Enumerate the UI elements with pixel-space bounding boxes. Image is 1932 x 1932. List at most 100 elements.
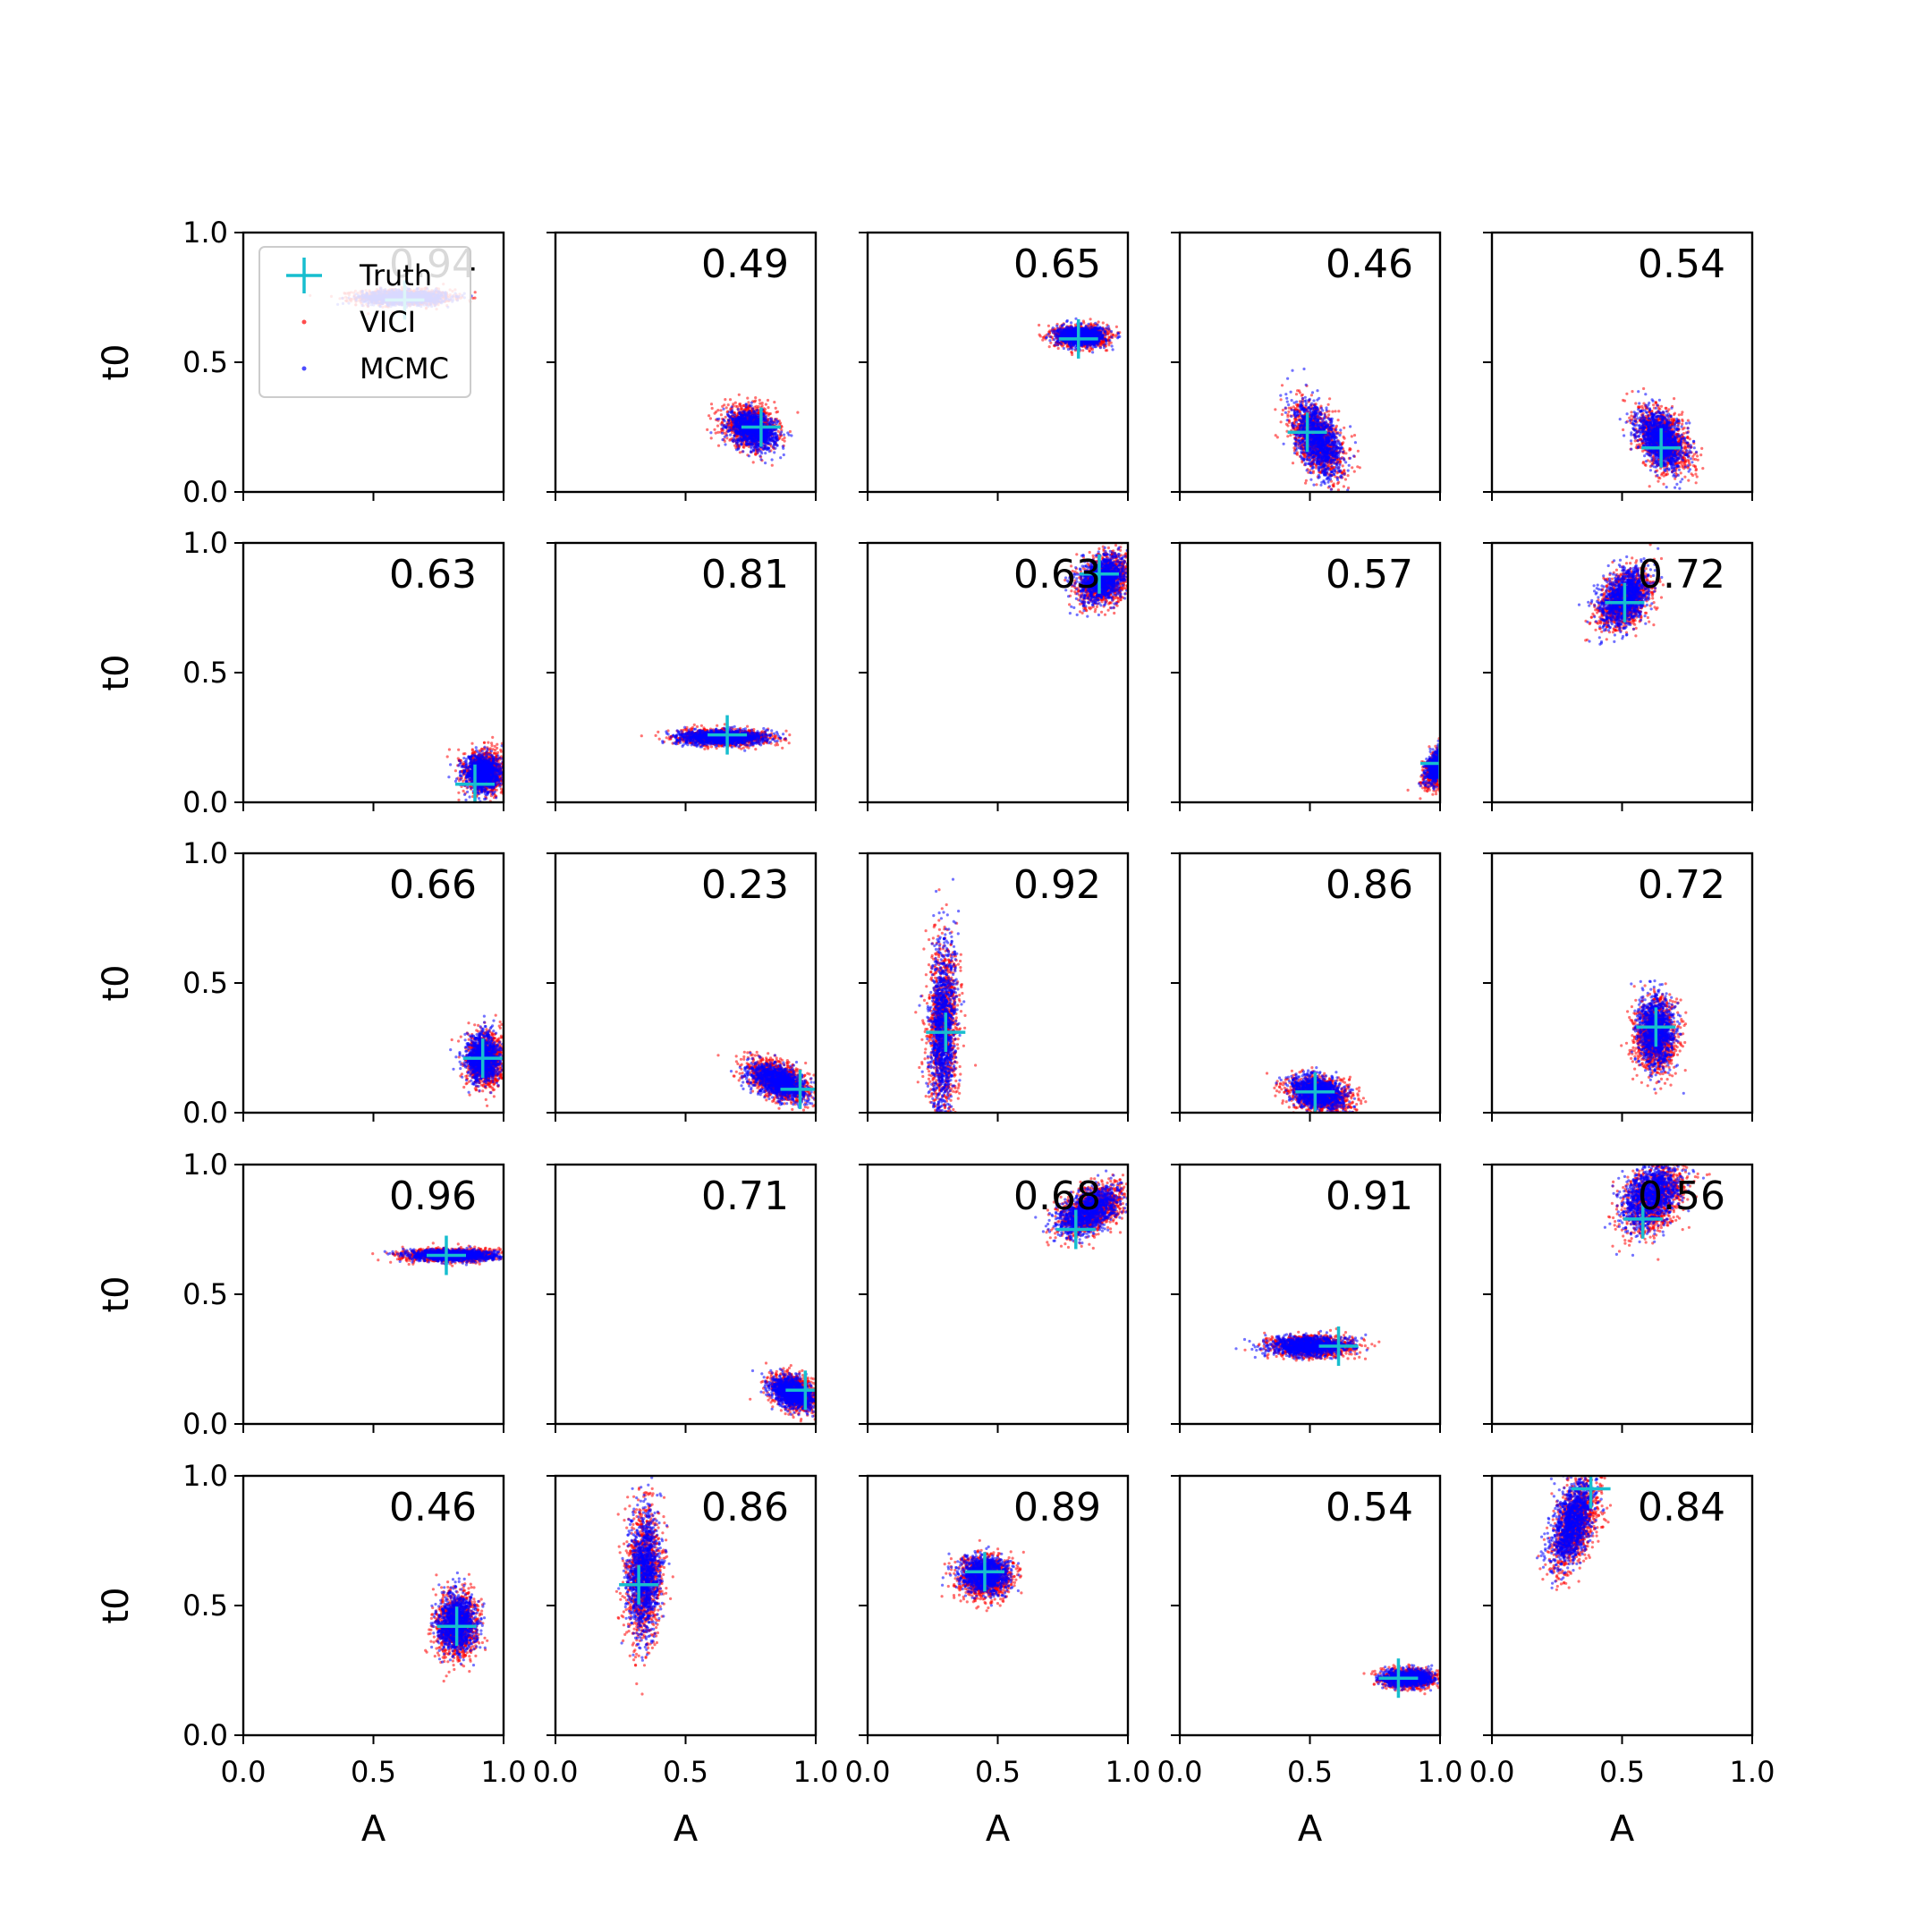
- mcmc-samples-point: [725, 434, 729, 437]
- mcmc-samples-point: [765, 437, 768, 441]
- vici-samples-point: [781, 437, 784, 441]
- vici-samples-point: [723, 403, 726, 407]
- mcmc-samples-point: [771, 432, 775, 436]
- mcmc-samples-point: [731, 418, 734, 421]
- mcmc-samples-point: [767, 447, 770, 451]
- mcmc-samples-point: [757, 436, 760, 439]
- mcmc-samples-point: [750, 446, 753, 450]
- mcmc-samples-point: [750, 418, 753, 422]
- vici-samples-point: [738, 402, 741, 406]
- mcmc-samples-point: [725, 422, 729, 426]
- mcmc-samples-point: [766, 436, 769, 439]
- mcmc-samples-point: [738, 411, 741, 415]
- mcmc-samples-point: [764, 452, 767, 455]
- mcmc-samples-point: [779, 433, 783, 436]
- mcmc-samples-point: [737, 446, 741, 450]
- vici-samples-point: [733, 444, 737, 447]
- vici-samples-point: [741, 407, 744, 411]
- mcmc-samples-point: [732, 428, 735, 432]
- mcmc-samples-point: [722, 407, 725, 411]
- mcmc-samples-point: [733, 418, 737, 421]
- vici-samples-point: [783, 436, 786, 440]
- mcmc-samples-point: [724, 443, 727, 446]
- mcmc-samples-point: [774, 446, 777, 450]
- vici-samples-point: [473, 291, 477, 294]
- vici-samples-point: [708, 417, 713, 420]
- mcmc-samples-point: [730, 405, 733, 409]
- mcmc-samples-point: [747, 419, 750, 423]
- mcmc-samples-point: [770, 458, 774, 462]
- mcmc-samples-point: [759, 458, 763, 462]
- vici-samples-point: [1106, 349, 1109, 352]
- vici-samples-point: [767, 413, 770, 417]
- vici-samples-point: [764, 408, 767, 411]
- vici-samples-point: [776, 429, 780, 433]
- vici-samples-point: [724, 398, 727, 402]
- mcmc-samples-point: [779, 456, 783, 460]
- mcmc-samples-point: [756, 419, 759, 423]
- vici-samples-point: [1041, 338, 1045, 342]
- vici-samples-point: [731, 431, 734, 435]
- vici-samples-point: [726, 403, 730, 407]
- mcmc-samples-point: [758, 454, 762, 458]
- mcmc-samples-point: [782, 433, 786, 436]
- vici-samples-point: [719, 409, 723, 412]
- vici-samples-point: [783, 439, 786, 443]
- mcmc-samples-point: [762, 413, 766, 417]
- mcmc-samples-point: [733, 434, 736, 437]
- mcmc-samples-point: [774, 443, 777, 446]
- mcmc-samples-point: [745, 402, 749, 406]
- mcmc-samples-point: [752, 430, 756, 434]
- vici-samples-point: [760, 404, 764, 408]
- mcmc-samples-point: [733, 415, 737, 419]
- mcmc-samples-point: [775, 434, 779, 437]
- mcmc-samples-point: [727, 421, 731, 425]
- vici-samples-point: [758, 402, 762, 405]
- mcmc-samples-point: [731, 413, 735, 417]
- vici-samples-point: [471, 296, 475, 300]
- mcmc-samples: [709, 401, 793, 465]
- mcmc-samples-point: [741, 410, 745, 413]
- mcmc-samples-point: [769, 429, 773, 433]
- vici-samples-point: [728, 398, 733, 402]
- vici-samples-point: [758, 398, 761, 402]
- vici-samples-point: [706, 428, 709, 431]
- vici-samples-point: [714, 431, 717, 435]
- mcmc-samples-point: [728, 428, 732, 432]
- mcmc-samples-point: [747, 411, 750, 414]
- mcmc-samples-point: [752, 409, 756, 412]
- mcmc-samples-point: [762, 447, 766, 451]
- mcmc-samples-point: [740, 443, 743, 446]
- mcmc-samples-point: [749, 429, 753, 433]
- vici-samples-point: [1097, 320, 1100, 324]
- vici-samples-point: [1081, 349, 1085, 352]
- panel-1-2: 0.49: [547, 231, 818, 501]
- mcmc-samples-point: [728, 411, 732, 414]
- vici-samples-point: [716, 424, 720, 428]
- mcmc-samples-point: [727, 419, 731, 422]
- mcmc-samples-point: [717, 417, 721, 420]
- mcmc-samples-point: [774, 439, 777, 443]
- mcmc-samples-point: [733, 438, 737, 442]
- mcmc-samples-point: [756, 441, 759, 445]
- vici-samples-point: [741, 403, 745, 408]
- mcmc-samples-point: [723, 419, 726, 423]
- y-tick-label: 0.5: [182, 345, 228, 379]
- mcmc-samples-point: [720, 423, 724, 427]
- mcmc-samples-point: [736, 408, 740, 411]
- mcmc-samples-point: [782, 453, 785, 457]
- mcmc-samples-point: [727, 426, 732, 429]
- vici-samples-point: [1101, 321, 1105, 325]
- mcmc-samples-point: [757, 431, 760, 436]
- mcmc-samples-point: [746, 422, 750, 427]
- vici-samples-point: [716, 430, 720, 434]
- mcmc-samples-point: [763, 444, 767, 447]
- vici-samples-point: [734, 404, 738, 408]
- vici-samples-point: [764, 402, 768, 406]
- vici-samples-point: [708, 414, 711, 418]
- mcmc-samples-point: [750, 439, 754, 443]
- mcmc-samples-point: [767, 450, 771, 453]
- mcmc-samples-point: [741, 433, 745, 436]
- vici-samples-point: [738, 451, 742, 454]
- mcmc-samples-point: [734, 427, 738, 431]
